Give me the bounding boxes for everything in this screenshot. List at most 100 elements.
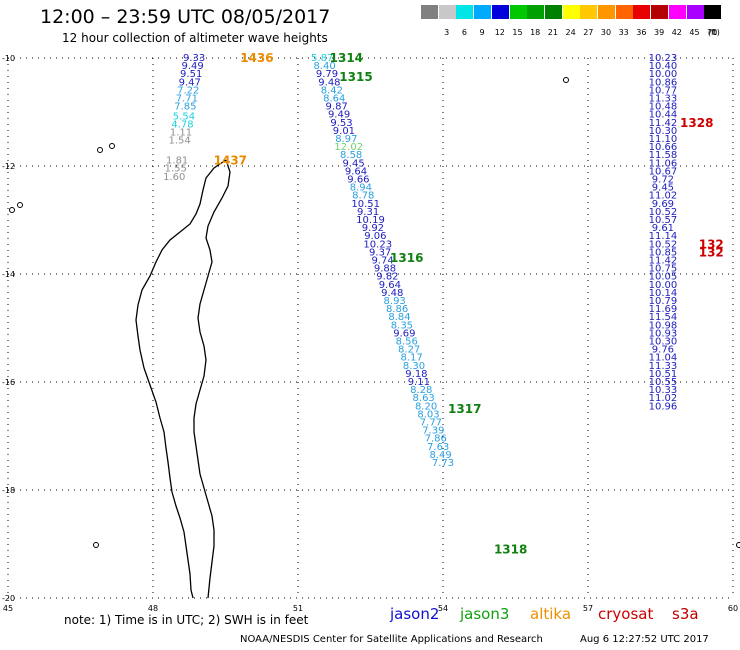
wave-height-value: 11.10	[649, 134, 678, 145]
wave-height-value: 8.35	[391, 320, 413, 331]
note-text: note: 1) Time is in UTC; 2) SWH is in fe…	[64, 613, 309, 627]
legend-swatch	[509, 5, 527, 19]
legend-swatch	[580, 5, 598, 19]
legend-swatch	[562, 5, 580, 19]
wave-height-value: 11.69	[649, 304, 678, 315]
wave-height-value: 8.49	[429, 450, 451, 461]
wave-height-value: 10.40	[649, 61, 678, 72]
wave-height-value: 9.87	[326, 102, 348, 113]
wave-height-value: 9.88	[374, 264, 396, 275]
wave-height-value: 9.79	[316, 69, 338, 80]
wave-height-value: 10.55	[649, 377, 678, 388]
chart-title: 12:00 – 23:59 UTC 08/05/2017	[40, 6, 331, 28]
wave-height-value: 8.20	[415, 401, 437, 412]
wave-height-value: 9.45	[652, 183, 674, 194]
wave-height-value: 10.33	[649, 385, 678, 396]
wave-height-value: 9.47	[179, 77, 201, 88]
wave-height-value: 11.02	[649, 393, 678, 404]
legend-label: 12	[494, 28, 505, 37]
wave-height-value: 10.44	[649, 110, 678, 121]
wave-height-value: 5.54	[173, 111, 195, 122]
wave-height-value: 5.87	[311, 53, 333, 64]
pass-time-label: 1437	[214, 154, 247, 168]
wave-height-value: 1.60	[163, 172, 185, 183]
wave-height-value: 10.79	[649, 296, 678, 307]
island-marker	[736, 542, 740, 548]
wave-height-value: 9.61	[652, 223, 674, 234]
wave-height-value: 8.63	[413, 393, 435, 404]
legend-label: 3	[444, 28, 450, 37]
wave-height-value: 7.63	[427, 442, 449, 453]
legend-label: 24	[565, 28, 576, 37]
legend-label: 70	[707, 28, 718, 37]
island-marker	[97, 147, 103, 153]
wave-height-value: 11.54	[649, 312, 678, 323]
wave-height-value: 12.02	[334, 142, 363, 153]
satellite-legend-jason3: jason3	[460, 605, 510, 623]
longitude-label: 45	[3, 604, 13, 613]
footer-credit: NOAA/NESDIS Center for Satellite Applica…	[240, 634, 543, 645]
legend-swatch	[598, 5, 615, 19]
wave-height-value: 9.74	[371, 256, 393, 267]
wave-height-value: 10.51	[649, 369, 678, 380]
latitude-label: -14	[2, 270, 15, 279]
wave-height-value: 7.73	[432, 458, 454, 469]
legend-swatch	[421, 5, 438, 19]
wave-height-value: 10.52	[649, 239, 678, 250]
wave-height-value: 9.48	[318, 77, 340, 88]
legend-swatch	[544, 5, 562, 19]
pass-time-label: 1318	[494, 542, 527, 556]
legend-label: 9	[479, 28, 485, 37]
wave-height-value: 9.72	[652, 175, 674, 186]
latitude-label: -12	[2, 162, 15, 171]
wave-height-value: 10.75	[649, 264, 678, 275]
wave-height-value: 9.33	[183, 53, 205, 64]
coastline-east	[193, 159, 231, 599]
wave-height-value: 9.76	[652, 345, 674, 356]
pass-time-label: 132	[699, 237, 724, 251]
wave-height-value: 10.98	[649, 320, 678, 331]
wave-height-value: 10.48	[649, 102, 678, 113]
satellite-legend-altika: altika	[530, 605, 572, 623]
longitude-label: 60	[728, 604, 738, 613]
wave-height-value: 9.01	[333, 126, 355, 137]
wave-height-value: 11.14	[649, 231, 678, 242]
legend-swatch	[633, 5, 651, 19]
legend-swatch	[668, 5, 686, 19]
wave-height-value: 9.31	[357, 207, 379, 218]
wave-height-value: 4.78	[171, 119, 193, 130]
satellite-legend-cryosat: cryosat	[598, 605, 654, 623]
wave-height-value: 11.04	[649, 353, 678, 364]
wave-height-value: 10.85	[649, 247, 678, 258]
wave-height-value: 8.42	[321, 85, 343, 96]
wave-height-value: 8.17	[400, 353, 422, 364]
wave-height-value: 7.77	[420, 418, 442, 429]
wave-height-value: 8.93	[384, 296, 406, 307]
legend-swatch	[527, 5, 545, 19]
wave-height-value: 9.18	[405, 369, 427, 380]
longitude-label: 51	[293, 604, 303, 613]
legend-swatch	[491, 5, 509, 19]
longitude-label: 54	[438, 604, 448, 613]
satellite-legend-jason2: jason2	[390, 605, 440, 623]
legend-label: 27	[583, 28, 594, 37]
wave-height-value: 11.58	[649, 150, 678, 161]
longitude-label: 48	[148, 604, 158, 613]
legend-label: 30	[600, 28, 612, 37]
legend-label: 33	[618, 28, 629, 37]
wave-height-value: 11.42	[649, 256, 678, 267]
legend-label: 45	[689, 28, 700, 37]
wave-height-value: 10.23	[649, 53, 678, 64]
wave-height-value: 8.56	[396, 337, 418, 348]
pass-time-label: 1317	[448, 402, 481, 416]
island-marker	[93, 542, 99, 548]
legend-label: 36	[636, 28, 647, 37]
legend-label: 39	[654, 28, 665, 37]
wave-height-value: 7.85	[174, 102, 196, 113]
island-marker	[17, 202, 23, 208]
wave-height-value: 10.14	[649, 288, 678, 299]
longitude-label: 57	[583, 604, 593, 613]
legend-swatch	[704, 5, 722, 19]
legend-swatch	[651, 5, 669, 19]
legend-label: 42	[671, 28, 682, 37]
